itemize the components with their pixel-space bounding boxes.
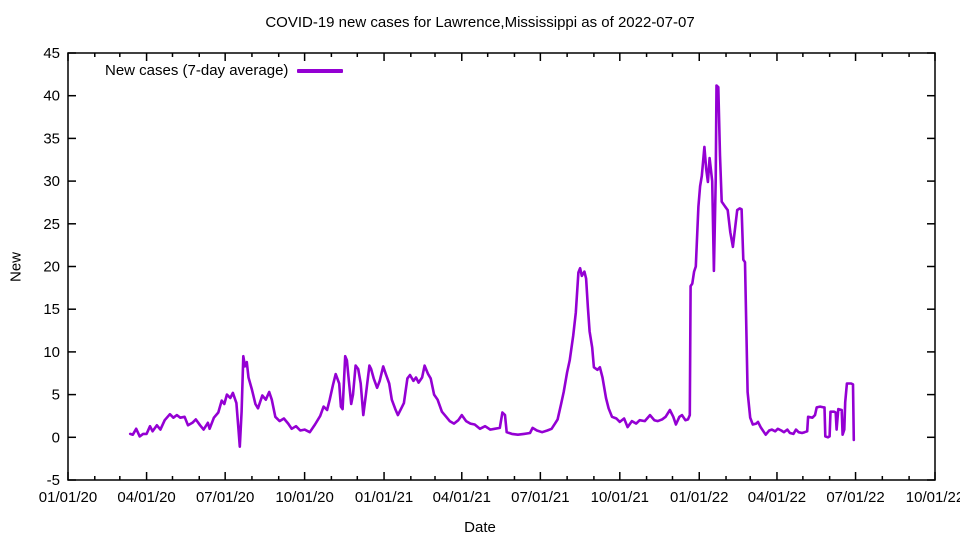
chart-title: COVID-19 new cases for Lawrence,Mississi… — [265, 14, 695, 31]
x-tick-label: 10/01/20 — [275, 489, 333, 506]
y-tick-label: 10 — [43, 344, 60, 361]
y-tick-label: 35 — [43, 130, 60, 147]
x-tick-label: 10/01/21 — [591, 489, 649, 506]
x-tick-label: 07/01/20 — [196, 489, 254, 506]
x-tick-label: 04/01/20 — [117, 489, 175, 506]
x-tick-label: 04/01/22 — [748, 489, 806, 506]
legend-line-swatch — [297, 68, 344, 73]
x-axis-label: Date — [464, 519, 496, 536]
legend: New cases (7-day average) — [105, 62, 344, 79]
y-tick-label: -5 — [47, 472, 60, 489]
y-tick-label: 15 — [43, 301, 60, 318]
y-axis-label: New — [7, 251, 25, 283]
x-tick-label: 10/01/22 — [906, 489, 960, 506]
y-tick-label: 5 — [52, 387, 60, 404]
x-tick-label: 01/01/20 — [39, 489, 97, 506]
x-tick-label: 07/01/22 — [826, 489, 884, 506]
x-tick-label: 04/01/21 — [433, 489, 491, 506]
x-tick-label: 07/01/21 — [511, 489, 569, 506]
x-tick-label: 01/01/21 — [355, 489, 413, 506]
new-cases-line — [128, 84, 856, 449]
y-tick-label: 20 — [43, 259, 60, 276]
y-tick-label: 40 — [43, 88, 60, 105]
y-tick-label: 0 — [52, 429, 60, 446]
y-tick-label: 30 — [43, 173, 60, 190]
x-tick-label: 01/01/22 — [670, 489, 728, 506]
y-tick-label: 25 — [43, 216, 60, 233]
y-tick-label: 45 — [43, 45, 60, 62]
legend-label: New cases (7-day average) — [105, 62, 289, 79]
